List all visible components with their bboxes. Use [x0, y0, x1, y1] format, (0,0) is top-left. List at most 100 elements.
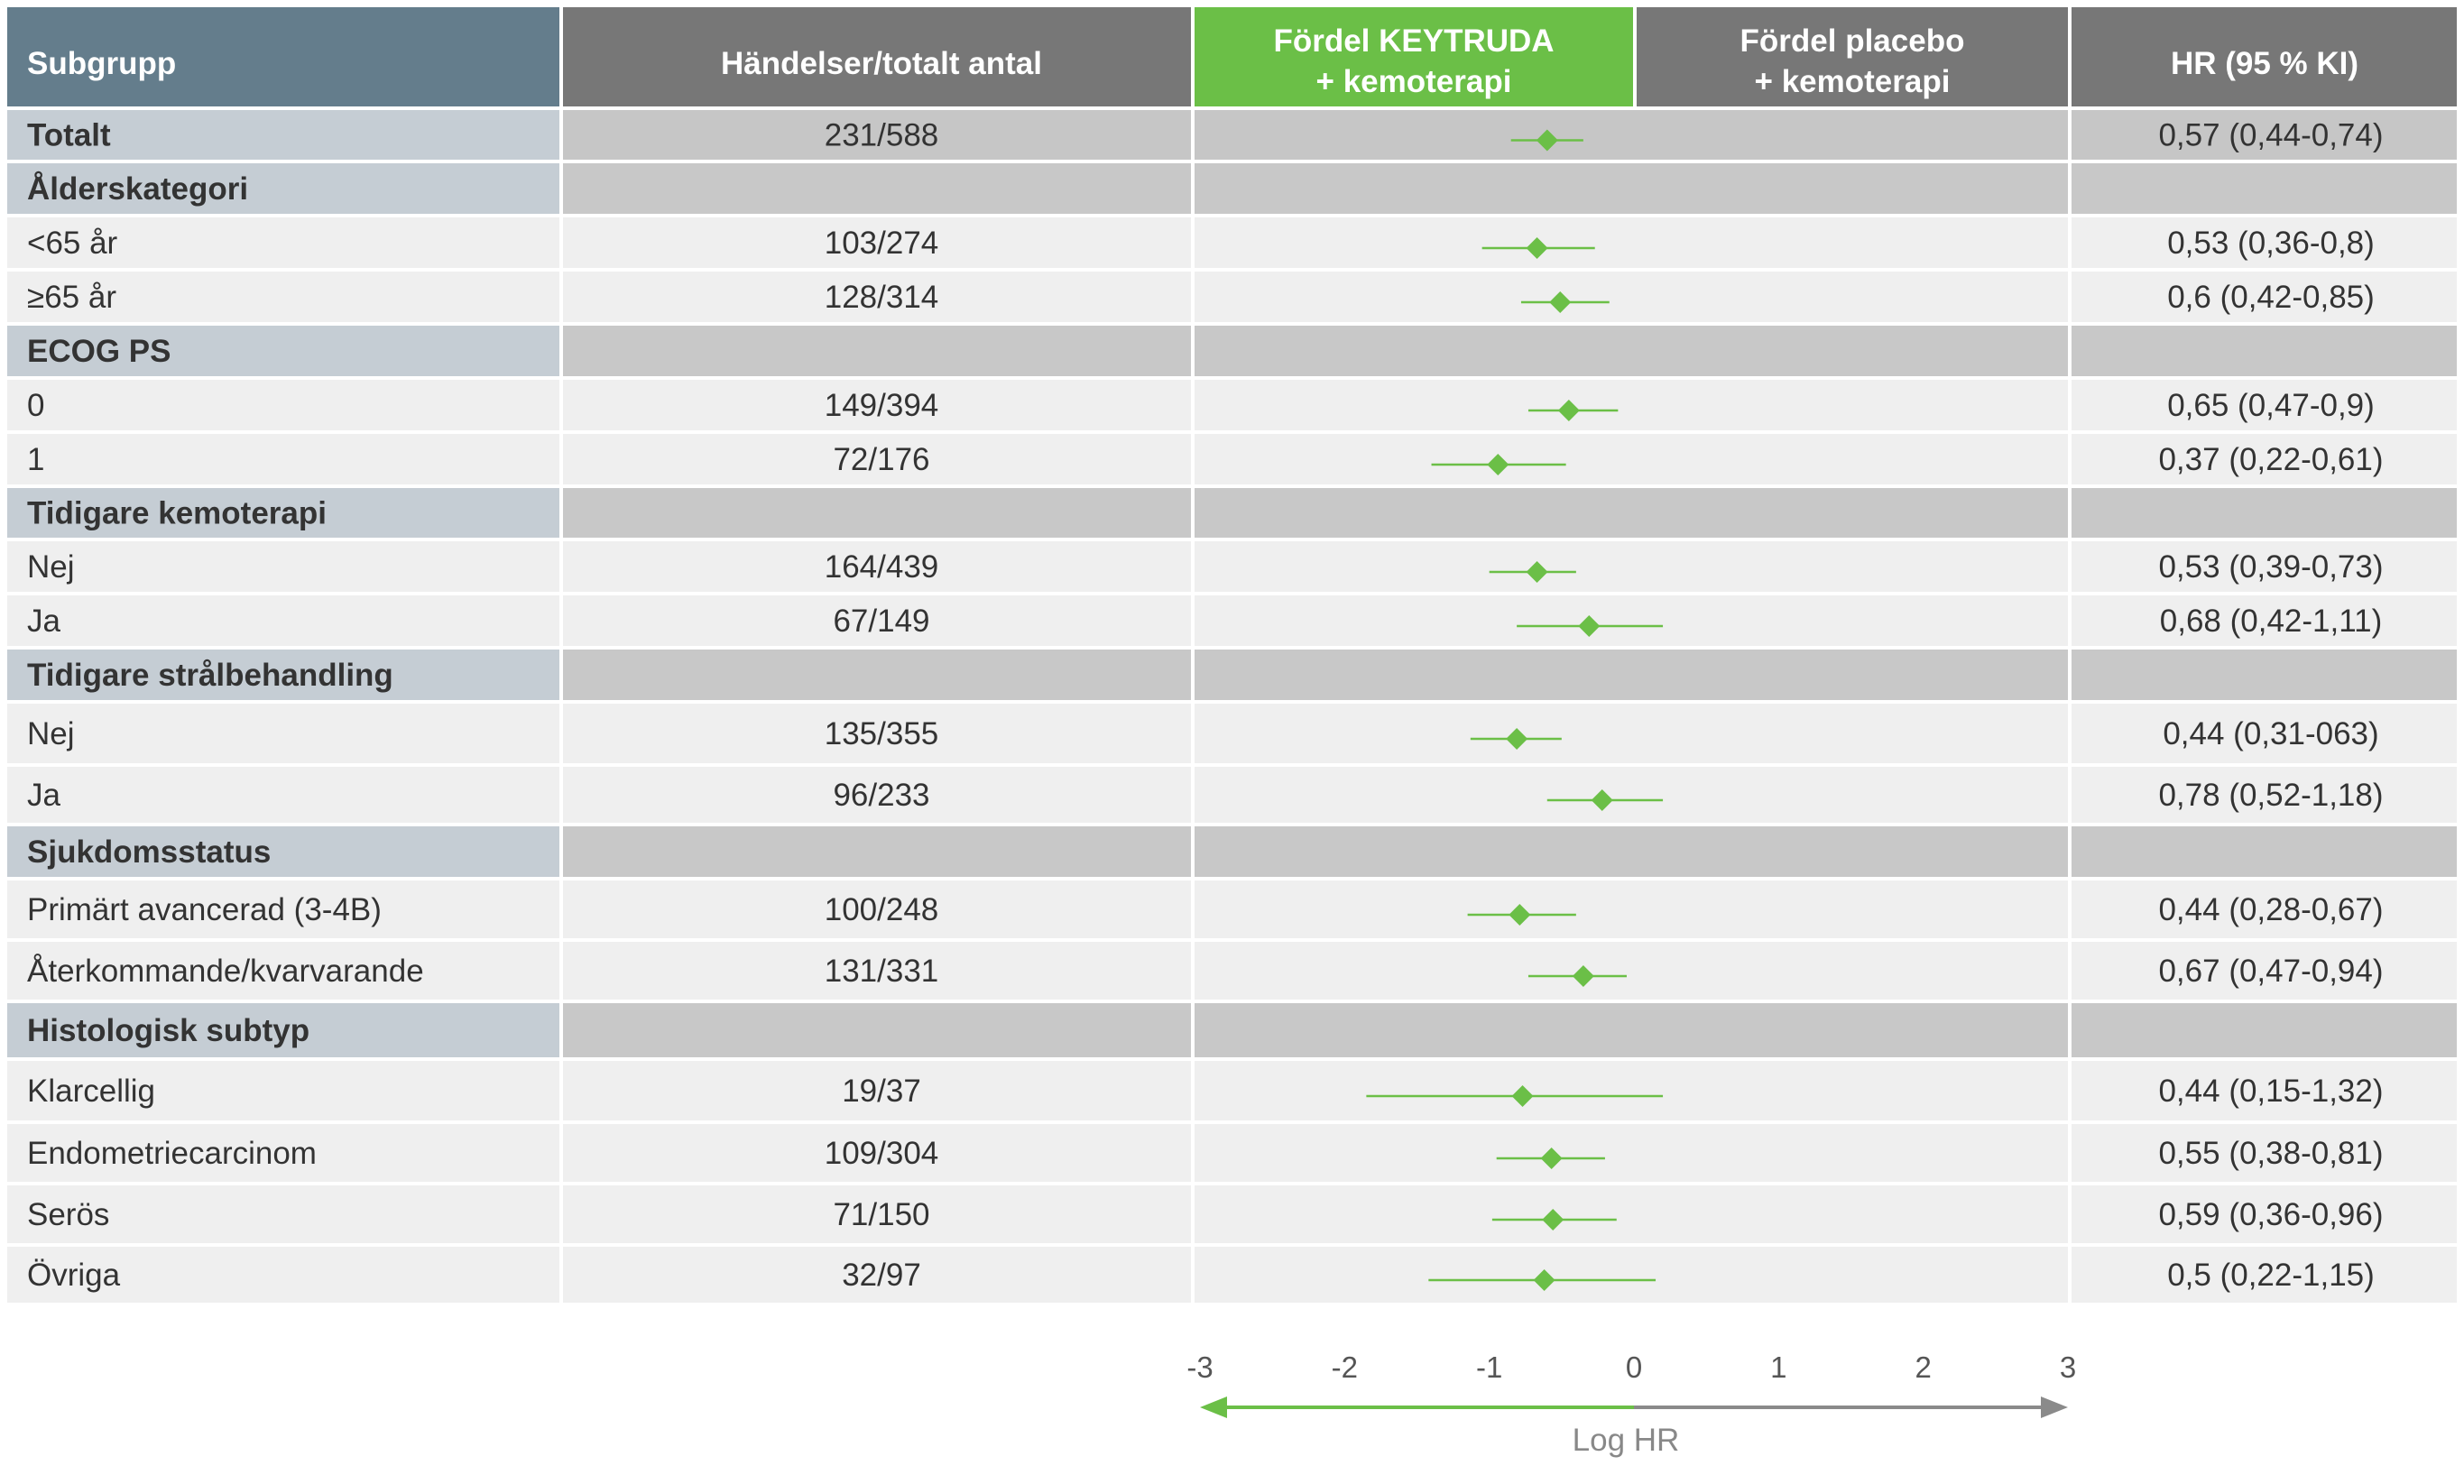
- hr-point-marker: [1511, 1085, 1534, 1107]
- table-row-subgroup-cell: [7, 942, 559, 1000]
- hr-point-marker: [1572, 965, 1594, 987]
- table-row-cell: [563, 1185, 1191, 1243]
- header-hr-label: HR (95 % KI): [2171, 46, 2358, 81]
- events-value: 231/588: [825, 118, 939, 153]
- category-label: Sjukdomsstatus: [27, 834, 271, 870]
- hr-value: 0,65 (0,47-0,9): [2167, 388, 2375, 423]
- table-row-cell: [2072, 1124, 2457, 1182]
- table-row-cell: [2072, 272, 2457, 322]
- category-row-subgroup-cell: [7, 163, 559, 214]
- table-row-cell: [1195, 1061, 2068, 1120]
- table-row-cell: [2072, 1061, 2457, 1120]
- table-row-cell: [2072, 595, 2457, 646]
- hr-value: 0,44 (0,28-0,67): [2158, 892, 2383, 927]
- hr-point-marker: [1526, 237, 1548, 259]
- hr-value: 0,5 (0,22-1,15): [2167, 1258, 2375, 1293]
- header-hr-cell: [2072, 7, 2457, 106]
- table-row-cell: [563, 704, 1191, 763]
- axis-tick-label: 0: [1626, 1350, 1642, 1384]
- header-favor-placebo-line2: + kemoterapi: [1755, 64, 1951, 99]
- table-row-subgroup-cell: [7, 1124, 559, 1182]
- events-value: 96/233: [833, 778, 929, 813]
- category-row-cell: [2072, 488, 2457, 538]
- table-row-subgroup-cell: [7, 880, 559, 938]
- category-row-cell: [2072, 1003, 2457, 1057]
- events-value: 103/274: [825, 226, 939, 261]
- header-favor-placebo-cell: [1637, 7, 2068, 106]
- total-row-cell: [1195, 110, 2068, 160]
- events-value: 72/176: [833, 442, 929, 477]
- table-row-subgroup-cell: [7, 1247, 559, 1303]
- header-favor-keytruda-cell: [1195, 7, 1633, 106]
- table-row-cell: [563, 1247, 1191, 1303]
- category-row-cell: [1195, 826, 2068, 877]
- category-label: Histologisk subtyp: [27, 1013, 309, 1048]
- subgroup-label: Endometriecarcinom: [27, 1136, 317, 1171]
- events-value: 19/37: [842, 1074, 921, 1109]
- header-subgroup-label: Subgrupp: [27, 46, 176, 81]
- hr-point-marker: [1506, 728, 1528, 750]
- table-row-cell: [563, 942, 1191, 1000]
- subgroup-label: ≥65 år: [27, 280, 116, 315]
- table-row-cell: [1195, 767, 2068, 823]
- hr-point-marker: [1578, 615, 1601, 637]
- table-row-subgroup-cell: [7, 1185, 559, 1243]
- table-row-cell: [1195, 380, 2068, 430]
- events-value: 128/314: [825, 280, 939, 315]
- events-value: 135/355: [825, 716, 939, 751]
- table-row-cell: [563, 434, 1191, 484]
- table-row-cell: [1195, 704, 2068, 763]
- header-favor-keytruda-line2: + kemoterapi: [1316, 64, 1512, 99]
- subgroup-label: Nej: [27, 549, 75, 585]
- category-row-subgroup-cell: [7, 488, 559, 538]
- table-row-cell: [1195, 1185, 2068, 1243]
- events-value: 71/150: [833, 1197, 929, 1232]
- subgroup-label: Nej: [27, 716, 75, 751]
- header-subgroup-cell: [7, 7, 559, 106]
- category-row-cell: [563, 488, 1191, 538]
- hr-point-marker: [1557, 400, 1580, 421]
- events-value: 32/97: [842, 1258, 921, 1293]
- table-row-subgroup-cell: [7, 380, 559, 430]
- hr-point-marker: [1536, 129, 1558, 152]
- hr-value: 0,55 (0,38-0,81): [2158, 1136, 2383, 1171]
- events-value: 109/304: [825, 1136, 939, 1171]
- table-row-cell: [2072, 767, 2457, 823]
- header-events-cell: [563, 7, 1191, 106]
- total-row-subgroup-cell: [7, 110, 559, 160]
- hr-point-marker: [1549, 291, 1572, 313]
- hr-value: 0,53 (0,36-0,8): [2167, 226, 2375, 261]
- subgroup-label: <65 år: [27, 226, 118, 261]
- total-row-cell: [2072, 110, 2457, 160]
- axis-tick-label: 1: [1770, 1350, 1786, 1384]
- table-row-subgroup-cell: [7, 217, 559, 268]
- table-row-cell: [563, 217, 1191, 268]
- events-value: 131/331: [825, 954, 939, 989]
- category-row-cell: [2072, 826, 2457, 877]
- category-row-cell: [2072, 163, 2457, 214]
- category-row-cell: [563, 650, 1191, 700]
- category-row-cell: [563, 163, 1191, 214]
- subgroup-label: Primärt avancerad (3-4B): [27, 892, 382, 927]
- table-row-cell: [2072, 380, 2457, 430]
- hr-value: 0,44 (0,31-063): [2163, 716, 2378, 751]
- subgroup-label: Serös: [27, 1197, 109, 1232]
- hr-point-marker: [1509, 904, 1531, 926]
- table-row-cell: [563, 880, 1191, 938]
- category-row-subgroup-cell: [7, 1003, 559, 1057]
- table-row-subgroup-cell: [7, 1061, 559, 1120]
- table-row-cell: [2072, 541, 2457, 592]
- hr-point-marker: [1526, 561, 1548, 583]
- axis-tick-label: 3: [2060, 1350, 2076, 1384]
- hr-value: 0,37 (0,22-0,61): [2158, 442, 2383, 477]
- category-row-cell: [563, 1003, 1191, 1057]
- table-row-cell: [563, 380, 1191, 430]
- category-row-subgroup-cell: [7, 826, 559, 877]
- table-row-cell: [1195, 1247, 2068, 1303]
- category-row-cell: [2072, 326, 2457, 376]
- category-label: ECOG PS: [27, 334, 171, 369]
- table-row-cell: [1195, 272, 2068, 322]
- table-row-cell: [2072, 1185, 2457, 1243]
- header-favor-keytruda-line1: Fördel KEYTRUDA: [1273, 23, 1554, 59]
- table-row-subgroup-cell: [7, 541, 559, 592]
